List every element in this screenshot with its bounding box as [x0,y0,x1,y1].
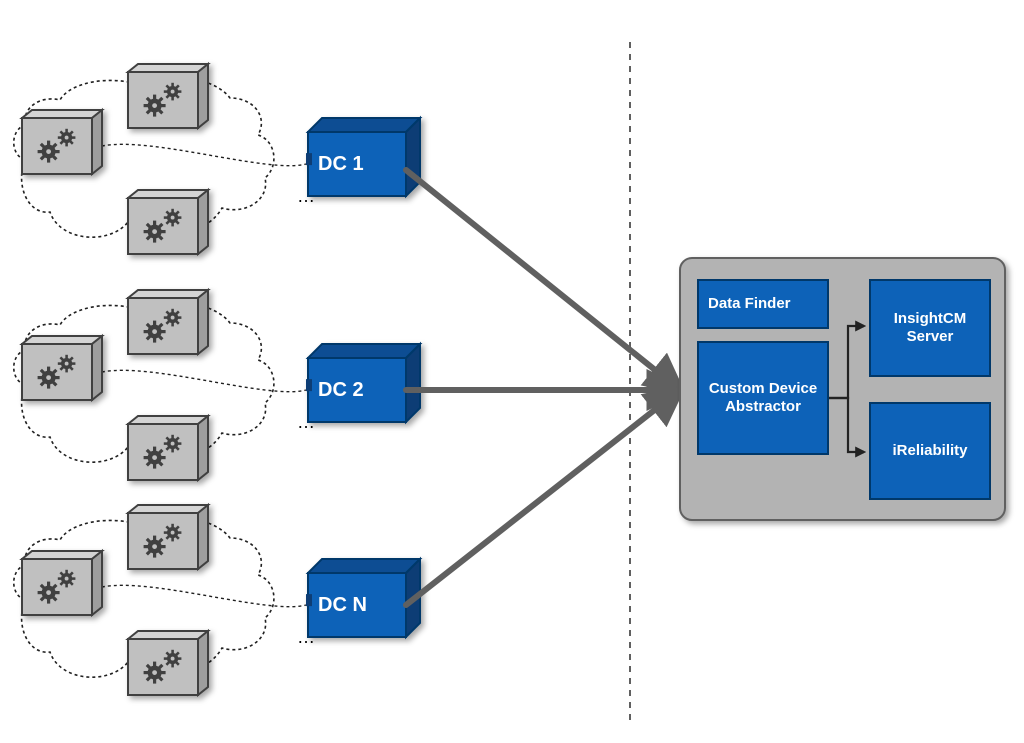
server-panel [680,258,1005,520]
machine-node [128,290,208,354]
edge-dc-1-to-server [406,170,680,390]
dc-2-cube [306,344,420,422]
cluster-2: … [14,290,315,480]
insightcm-server-box [870,280,990,376]
machine-node [22,336,102,400]
cluster-1: … [14,64,315,254]
edge-dc-n-to-server [406,390,680,605]
machine-node [128,416,208,480]
dc-n-cube [306,559,420,637]
cluster-to-dc-link [102,585,306,606]
machine-node [128,64,208,128]
machine-node [22,110,102,174]
cluster-to-dc-link [102,144,306,165]
machine-node [128,505,208,569]
ireliability-box [870,403,990,499]
cluster-3: … [14,505,315,695]
custom-device-abstractor-box [698,342,828,454]
dc-1-cube [306,118,420,196]
machine-node [128,631,208,695]
machine-node [128,190,208,254]
data-finder-box [698,280,828,328]
machine-node [22,551,102,615]
cluster-to-dc-link [102,370,306,391]
diagram-canvas: … … … [0,0,1024,743]
